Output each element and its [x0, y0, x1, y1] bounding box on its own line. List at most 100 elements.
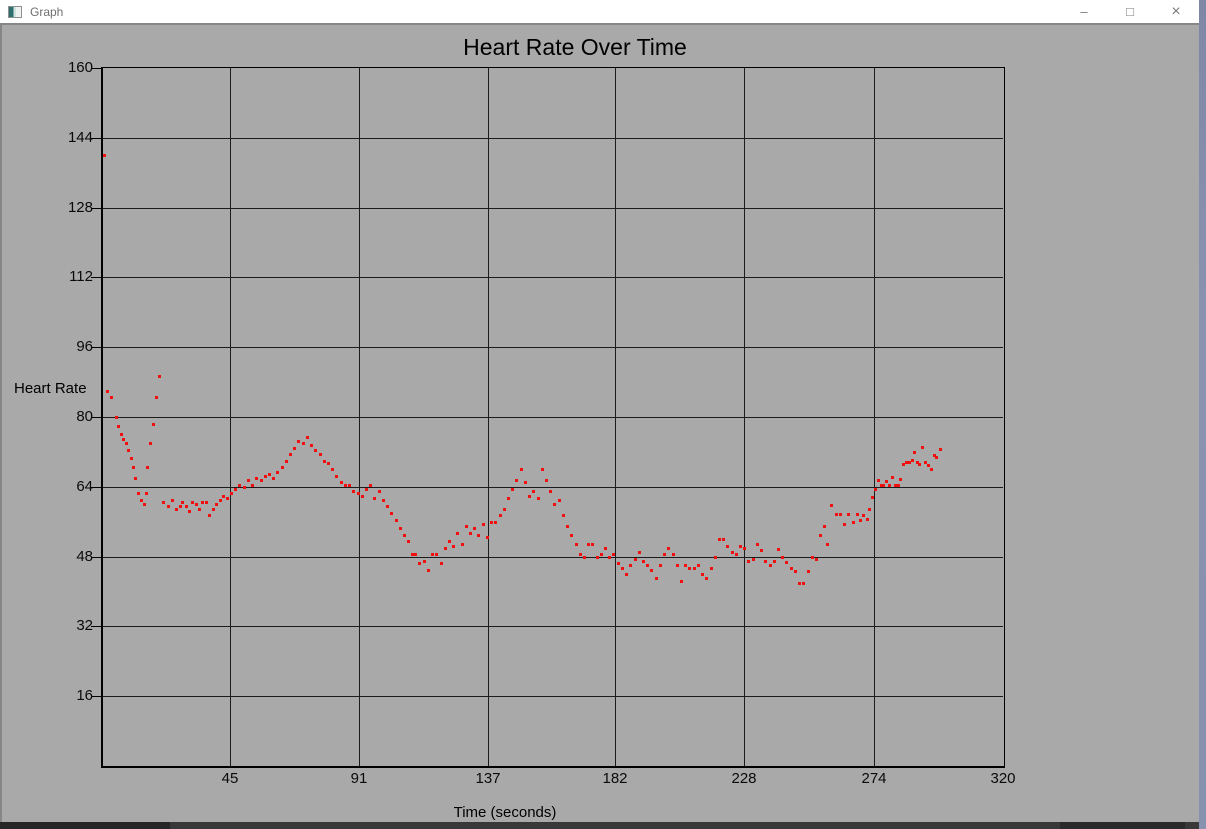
data-point [747, 560, 750, 563]
data-point [152, 423, 155, 426]
y-tick-mark [91, 417, 101, 418]
data-point [127, 449, 130, 452]
data-point [403, 534, 406, 537]
data-point [781, 556, 784, 559]
data-point [549, 490, 552, 493]
y-tick-label: 16 [76, 687, 93, 704]
desktop-edge-strip [1199, 0, 1206, 829]
grid-line-horizontal [103, 487, 1003, 488]
y-tick-mark [91, 557, 101, 558]
data-point [913, 451, 916, 454]
data-point [575, 543, 578, 546]
data-point [477, 534, 480, 537]
data-point [815, 558, 818, 561]
data-point [297, 440, 300, 443]
minimize-button[interactable]: – [1080, 4, 1088, 19]
y-tick-label: 64 [76, 478, 93, 495]
plot-area: 16 32 48 64 80 96 112 128 144 160 45 91 137 182 228 274… [68, 59, 1016, 787]
y-tick-label: 144 [67, 129, 93, 146]
data-point [921, 446, 924, 449]
data-point [807, 570, 810, 573]
data-point [137, 492, 140, 495]
data-point [871, 496, 874, 499]
data-point [710, 567, 713, 570]
y-tick-mark [91, 277, 101, 278]
data-point [798, 582, 801, 585]
grid-line-vertical [615, 68, 616, 766]
data-point [676, 564, 679, 567]
data-point [885, 480, 888, 483]
grid-line-horizontal [103, 277, 1003, 278]
data-point [777, 548, 780, 551]
data-point [877, 479, 880, 482]
data-point [255, 477, 258, 480]
y-tick-mark [91, 347, 101, 348]
data-point [369, 484, 372, 487]
data-point [553, 503, 556, 506]
app-icon [8, 5, 22, 18]
grid-line-vertical [230, 68, 231, 766]
data-point [916, 461, 919, 464]
data-point [638, 551, 641, 554]
data-point [272, 477, 275, 480]
data-point [859, 519, 862, 522]
data-point [411, 553, 414, 556]
y-tick-mark [91, 138, 101, 139]
title-bar[interactable]: Graph – □ × [0, 0, 1199, 23]
data-point [939, 448, 942, 451]
data-point [251, 484, 254, 487]
data-point [743, 547, 746, 550]
data-point [520, 468, 523, 471]
grid-line-vertical [488, 68, 489, 766]
data-point [281, 466, 284, 469]
data-point [905, 461, 908, 464]
y-tick-label: 160 [67, 59, 93, 76]
data-point [158, 375, 161, 378]
data-point [587, 543, 590, 546]
data-point [195, 503, 198, 506]
data-point [289, 453, 292, 456]
data-point [823, 525, 826, 528]
close-button[interactable]: × [1171, 2, 1181, 20]
data-point [431, 553, 434, 556]
data-point [448, 540, 451, 543]
data-point [541, 468, 544, 471]
data-point [382, 499, 385, 502]
data-point [226, 497, 229, 500]
plot-frame: 16 32 48 64 80 96 112 128 144 160 45 91 137 182 228 274… [68, 59, 1016, 787]
data-point [847, 513, 850, 516]
data-point [335, 475, 338, 478]
data-point [862, 514, 865, 517]
x-tick-label: 45 [221, 770, 239, 787]
data-point [811, 556, 814, 559]
data-point [902, 463, 905, 466]
y-tick-mark [91, 208, 101, 209]
data-point [524, 481, 527, 484]
data-point [756, 543, 759, 546]
y-tick-mark [91, 68, 101, 69]
y-tick-label: 112 [69, 268, 93, 285]
chart-title: Heart Rate Over Time [463, 34, 687, 60]
maximize-button[interactable]: □ [1126, 4, 1134, 19]
data-point [545, 479, 548, 482]
data-point [145, 492, 148, 495]
data-point [697, 564, 700, 567]
data-point [790, 567, 793, 570]
data-point [395, 519, 398, 522]
data-point [672, 553, 675, 556]
data-point [646, 564, 649, 567]
data-point [659, 564, 662, 567]
taskbar-segment [0, 822, 170, 829]
data-point [667, 547, 670, 550]
data-point [794, 570, 797, 573]
x-tick-label: 182 [602, 770, 628, 787]
data-point [222, 495, 225, 498]
data-point [752, 558, 755, 561]
data-point [373, 497, 376, 500]
data-point [625, 573, 628, 576]
grid-line-vertical [874, 68, 875, 766]
y-tick-label: 48 [76, 548, 93, 565]
data-point [930, 468, 933, 471]
data-point [122, 438, 125, 441]
data-point [528, 495, 531, 498]
